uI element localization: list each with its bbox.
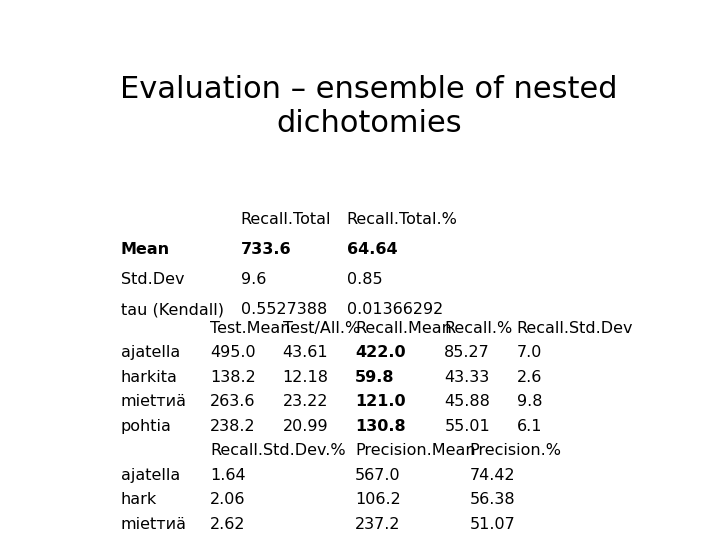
Text: 9.6: 9.6: [240, 272, 266, 287]
Text: 1.64: 1.64: [210, 468, 246, 483]
Text: 2.06: 2.06: [210, 492, 246, 507]
Text: 0.85: 0.85: [347, 272, 382, 287]
Text: Mean: Mean: [121, 242, 170, 258]
Text: mietтиä: mietтиä: [121, 517, 186, 532]
Text: Recall.%: Recall.%: [444, 321, 513, 335]
Text: 45.88: 45.88: [444, 394, 490, 409]
Text: 263.6: 263.6: [210, 394, 256, 409]
Text: Evaluation – ensemble of nested
dichotomies: Evaluation – ensemble of nested dichotom…: [120, 75, 618, 138]
Text: Recall.Total.%: Recall.Total.%: [347, 212, 457, 227]
Text: mietтиä: mietтиä: [121, 394, 186, 409]
Text: 121.0: 121.0: [355, 394, 405, 409]
Text: 0.01366292: 0.01366292: [347, 302, 443, 317]
Text: 23.22: 23.22: [282, 394, 328, 409]
Text: 56.38: 56.38: [469, 492, 515, 507]
Text: 55.01: 55.01: [444, 418, 490, 434]
Text: 9.8: 9.8: [517, 394, 542, 409]
Text: Test.Mean: Test.Mean: [210, 321, 290, 335]
Text: Recall.Std.Dev.%: Recall.Std.Dev.%: [210, 443, 346, 458]
Text: 43.33: 43.33: [444, 369, 490, 384]
Text: 238.2: 238.2: [210, 418, 256, 434]
Text: Std.Dev: Std.Dev: [121, 272, 184, 287]
Text: Test/All.%: Test/All.%: [282, 321, 360, 335]
Text: 2.62: 2.62: [210, 517, 246, 532]
Text: Precision.Mean: Precision.Mean: [355, 443, 476, 458]
Text: ajatella: ajatella: [121, 345, 180, 360]
Text: 495.0: 495.0: [210, 345, 256, 360]
Text: 64.64: 64.64: [347, 242, 397, 258]
Text: harkita: harkita: [121, 369, 178, 384]
Text: 7.0: 7.0: [517, 345, 542, 360]
Text: 733.6: 733.6: [240, 242, 292, 258]
Text: 0.5527388: 0.5527388: [240, 302, 327, 317]
Text: Recall.Std.Dev: Recall.Std.Dev: [517, 321, 634, 335]
Text: 51.07: 51.07: [469, 517, 516, 532]
Text: 6.1: 6.1: [517, 418, 542, 434]
Text: 237.2: 237.2: [355, 517, 400, 532]
Text: 43.61: 43.61: [282, 345, 328, 360]
Text: Recall.Mean: Recall.Mean: [355, 321, 452, 335]
Text: 20.99: 20.99: [282, 418, 328, 434]
Text: 85.27: 85.27: [444, 345, 490, 360]
Text: 2.6: 2.6: [517, 369, 542, 384]
Text: 12.18: 12.18: [282, 369, 328, 384]
Text: Precision.%: Precision.%: [469, 443, 562, 458]
Text: 74.42: 74.42: [469, 468, 515, 483]
Text: ajatella: ajatella: [121, 468, 180, 483]
Text: tau (Kendall): tau (Kendall): [121, 302, 224, 317]
Text: pohtia: pohtia: [121, 418, 171, 434]
Text: 130.8: 130.8: [355, 418, 405, 434]
Text: Recall.Total: Recall.Total: [240, 212, 331, 227]
Text: hark: hark: [121, 492, 157, 507]
Text: 59.8: 59.8: [355, 369, 395, 384]
Text: 422.0: 422.0: [355, 345, 405, 360]
Text: 106.2: 106.2: [355, 492, 401, 507]
Text: 567.0: 567.0: [355, 468, 400, 483]
Text: 138.2: 138.2: [210, 369, 256, 384]
